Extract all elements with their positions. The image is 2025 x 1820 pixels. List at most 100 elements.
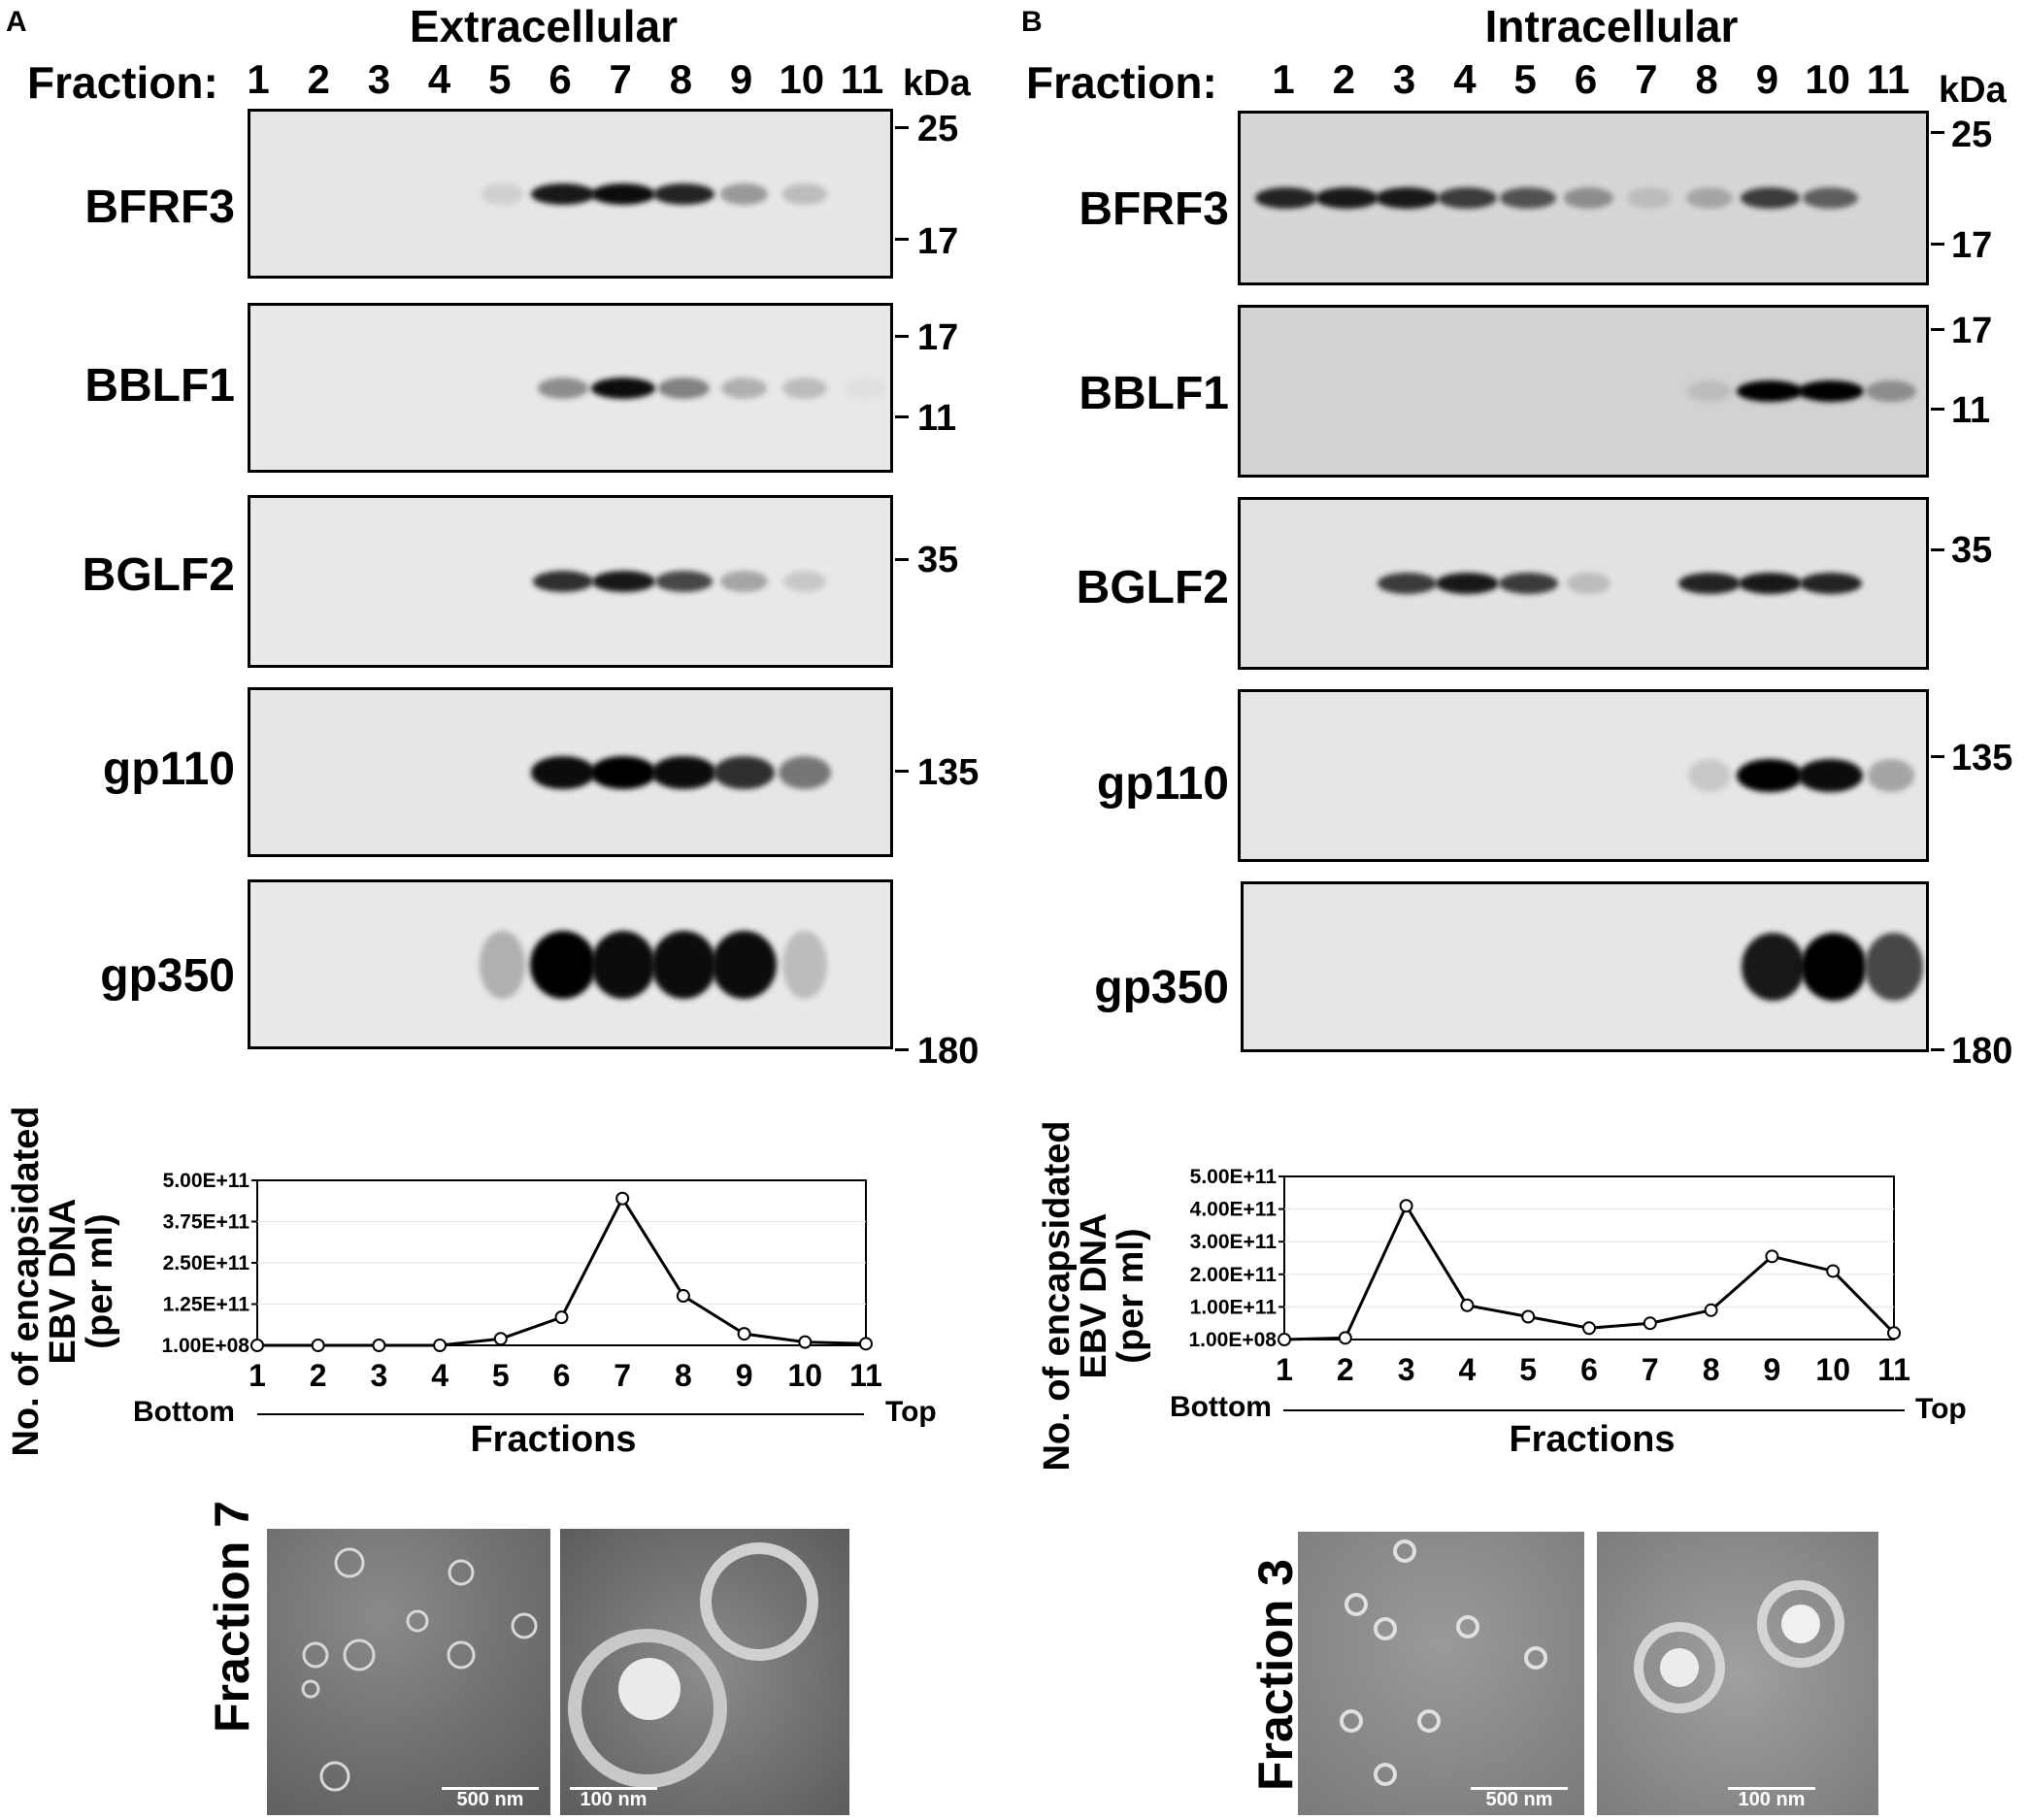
em-a-scale-1: 500 nm (456, 1789, 524, 1810)
blot-b-bfrf3 (1238, 111, 1929, 285)
marker-a-bblf1-17: 17 (917, 317, 959, 358)
chart-b-data-point (1521, 1309, 1536, 1324)
chart-b-xtick-label: 6 (1580, 1352, 1598, 1387)
blot-band (1685, 187, 1734, 209)
blot-b-bfrf3-label: BFRF3 (1079, 183, 1229, 235)
lane-number: 4 (1453, 56, 1477, 102)
lane-number: 8 (1695, 56, 1718, 102)
marker-a-bblf1-11: 11 (917, 398, 957, 439)
blot-band (1799, 573, 1862, 594)
blot-band (1737, 381, 1804, 402)
blot-band (1741, 933, 1805, 1001)
blot-band (1687, 381, 1732, 402)
blot-b-bglf2-label: BGLF2 (1076, 562, 1229, 613)
lane-number: 1 (247, 56, 270, 102)
blot-band (1737, 759, 1804, 792)
marker-b-gp110-135: 135 (1951, 738, 2013, 778)
lane-number: 5 (488, 56, 512, 102)
lane-number: 7 (1635, 56, 1658, 102)
blot-a-bblf1 (248, 303, 893, 473)
blot-band (720, 571, 768, 592)
chart-a-data-point (493, 1332, 508, 1346)
chart-b-ytick-label: 4.00E+11 (1190, 1199, 1278, 1221)
panel-a-fraction-label: Fraction: (27, 57, 218, 108)
blot-band (481, 182, 524, 205)
blot-band (1798, 759, 1863, 792)
blot-band (1678, 573, 1741, 594)
chart-b-data-point (1643, 1316, 1657, 1331)
chart-b-xtick-label: 7 (1642, 1352, 1659, 1387)
chart-b-xtick-label: 10 (1815, 1352, 1850, 1387)
blot-band (719, 182, 769, 205)
blot-band (1376, 187, 1440, 209)
marker-a-bfrf3-25: 25 (917, 109, 959, 149)
lane-number: 8 (669, 56, 693, 102)
chart-a-xlabel: Fractions (470, 1419, 637, 1460)
chart-b-xtick-label: 2 (1337, 1352, 1354, 1387)
chart-a-data-point (737, 1327, 751, 1341)
chart-b-data-point (1278, 1333, 1291, 1346)
blot-band (1627, 187, 1672, 209)
chart-b-ytick-label: 1.00E+08 (1188, 1329, 1277, 1351)
blot-band (652, 182, 715, 205)
blot-b-gp350 (1241, 881, 1929, 1052)
panel-b-title: Intracellular (1484, 1, 1739, 51)
blot-band (651, 755, 716, 789)
em-b-scale-2: 100 nm (1738, 1789, 1806, 1810)
chart-b-top-label: Top (1915, 1393, 1967, 1425)
chart-a-data-point (615, 1191, 630, 1206)
blot-b-bblf1 (1238, 305, 1929, 478)
blot-band (590, 930, 656, 999)
blot-band (712, 930, 777, 999)
blot-a-gp110-label: gp110 (102, 744, 235, 795)
blot-a-bblf1-label: BBLF1 (84, 360, 235, 412)
chart-a-ytick-label: 3.75E+11 (163, 1211, 250, 1234)
chart-a-xtick-label: 5 (492, 1358, 510, 1393)
chart-b-data-point (1399, 1199, 1413, 1213)
lane-number: 6 (548, 56, 572, 102)
chart-a-data-point (859, 1337, 873, 1351)
blot-band (1867, 759, 1915, 792)
blot-band (532, 571, 594, 592)
blot-band (530, 930, 596, 999)
lane-number: 4 (427, 56, 451, 102)
chart-a-data-point (798, 1335, 813, 1349)
blot-band (1563, 187, 1614, 209)
chart-b-xtick-label: 8 (1703, 1352, 1720, 1387)
blot-band (531, 182, 595, 205)
lane-number: 10 (779, 56, 825, 102)
chart-b-xtick-label: 5 (1519, 1352, 1537, 1387)
chart-a-xtick-label: 6 (553, 1358, 571, 1393)
blot-band (782, 377, 827, 399)
blot-band (590, 755, 657, 789)
blot-band (1800, 933, 1867, 1001)
panel-b-kda-label: kDa (1939, 70, 2007, 111)
em-b-fraction-label: Fraction 3 (1248, 1559, 1303, 1791)
blot-band (538, 377, 588, 399)
panel-a-letter: A (6, 6, 27, 38)
chart-a-xtick-label: 10 (788, 1358, 823, 1393)
blot-band (1500, 187, 1557, 209)
blot-band (480, 930, 526, 999)
chart-a-xtick-label: 9 (736, 1358, 753, 1393)
chart-b-data-point (1765, 1249, 1779, 1264)
blot-a-bglf2-label: BGLF2 (82, 549, 235, 601)
chart-b-xtick-label: 9 (1764, 1352, 1781, 1387)
chart-a-data-point (250, 1339, 264, 1352)
blot-band (651, 930, 716, 999)
blot-band (782, 182, 827, 205)
lane-number: 2 (307, 56, 330, 102)
blot-b-gp110-label: gp110 (1096, 758, 1229, 810)
blot-band (591, 571, 655, 592)
marker-a-gp110-135: 135 (917, 752, 979, 793)
chart-a-xtick-label: 3 (371, 1358, 388, 1393)
blot-band (658, 377, 710, 399)
panel-b-fraction-label: Fraction: (1026, 57, 1217, 108)
blot-band (1436, 573, 1500, 594)
em-b-image-1: 500 nm (1298, 1532, 1584, 1815)
blot-a-gp110 (248, 687, 893, 857)
chart-b-xtick-label: 1 (1276, 1352, 1293, 1387)
blot-a-gp350-label: gp350 (100, 950, 235, 1002)
